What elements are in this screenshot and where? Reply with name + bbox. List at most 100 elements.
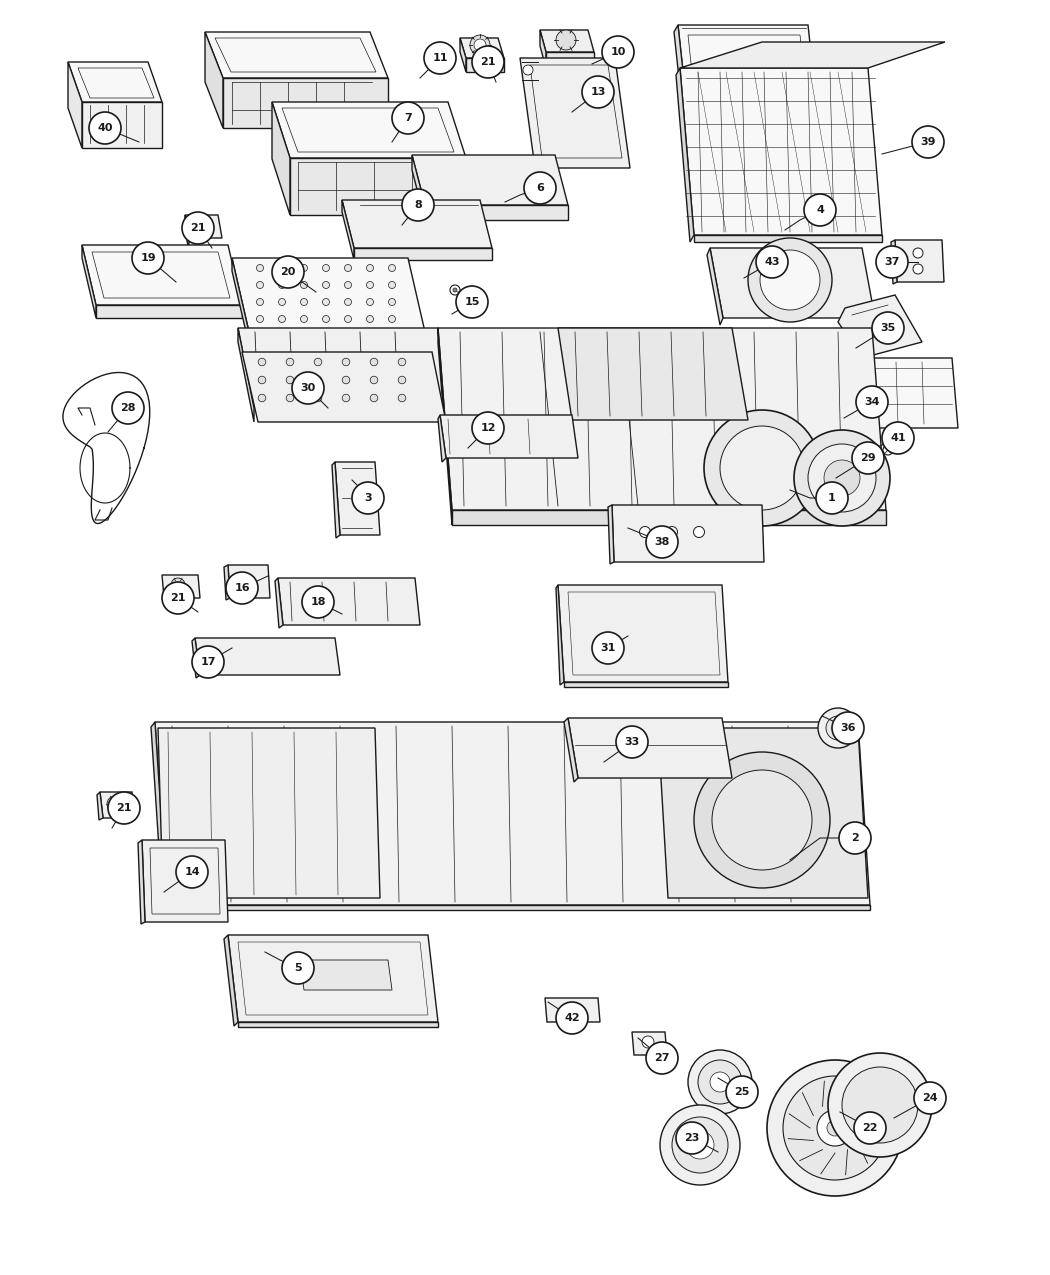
Circle shape — [256, 298, 264, 306]
Circle shape — [794, 430, 890, 527]
Polygon shape — [342, 200, 354, 260]
Polygon shape — [354, 249, 492, 260]
Text: 7: 7 — [404, 113, 412, 122]
Circle shape — [882, 422, 914, 454]
Circle shape — [832, 711, 864, 745]
Text: 43: 43 — [764, 258, 780, 266]
Circle shape — [766, 1060, 903, 1196]
Polygon shape — [232, 258, 249, 346]
Text: 41: 41 — [890, 434, 906, 442]
Polygon shape — [460, 38, 466, 71]
Circle shape — [344, 282, 352, 288]
Polygon shape — [249, 332, 425, 346]
Text: 5: 5 — [294, 963, 301, 973]
Text: 19: 19 — [141, 252, 155, 263]
Circle shape — [162, 581, 194, 615]
Circle shape — [833, 723, 843, 733]
Circle shape — [132, 242, 164, 274]
Polygon shape — [185, 215, 222, 238]
Circle shape — [392, 102, 424, 134]
Circle shape — [182, 212, 214, 244]
Circle shape — [402, 189, 434, 221]
Polygon shape — [707, 249, 723, 325]
Polygon shape — [556, 585, 564, 685]
Text: 25: 25 — [734, 1088, 750, 1096]
Text: 14: 14 — [184, 867, 200, 877]
Text: 13: 13 — [590, 87, 606, 97]
Circle shape — [278, 315, 286, 323]
Text: 21: 21 — [117, 803, 131, 813]
Circle shape — [602, 36, 634, 68]
Circle shape — [366, 315, 374, 323]
Circle shape — [616, 725, 648, 759]
Polygon shape — [232, 258, 425, 332]
Circle shape — [278, 282, 286, 288]
Polygon shape — [242, 352, 446, 422]
Circle shape — [314, 358, 321, 366]
Polygon shape — [658, 728, 868, 898]
Circle shape — [287, 394, 294, 402]
Polygon shape — [195, 638, 340, 674]
Circle shape — [314, 394, 321, 402]
Polygon shape — [540, 31, 594, 52]
Polygon shape — [808, 358, 958, 428]
Circle shape — [398, 376, 405, 384]
Text: 17: 17 — [201, 657, 215, 667]
Polygon shape — [167, 905, 870, 910]
Polygon shape — [680, 42, 945, 68]
Polygon shape — [223, 78, 388, 128]
Circle shape — [258, 394, 266, 402]
Polygon shape — [558, 585, 728, 682]
Polygon shape — [564, 682, 728, 687]
Text: 21: 21 — [480, 57, 496, 68]
Polygon shape — [158, 728, 380, 898]
Text: 37: 37 — [884, 258, 900, 266]
Circle shape — [366, 282, 374, 288]
Circle shape — [366, 298, 374, 306]
Polygon shape — [192, 638, 200, 678]
Circle shape — [523, 65, 533, 75]
Text: 31: 31 — [601, 643, 615, 653]
Polygon shape — [82, 245, 96, 317]
Circle shape — [398, 394, 405, 402]
Circle shape — [756, 246, 788, 278]
Polygon shape — [151, 722, 167, 910]
Circle shape — [388, 298, 396, 306]
Circle shape — [872, 312, 904, 344]
Circle shape — [176, 856, 208, 887]
Text: 33: 33 — [625, 737, 639, 747]
Polygon shape — [290, 158, 466, 215]
Text: 6: 6 — [537, 184, 544, 193]
Polygon shape — [466, 57, 504, 71]
Circle shape — [704, 411, 820, 527]
Text: 10: 10 — [610, 47, 626, 57]
Polygon shape — [895, 240, 944, 282]
Circle shape — [646, 527, 678, 558]
Circle shape — [344, 315, 352, 323]
Circle shape — [171, 578, 185, 592]
Polygon shape — [238, 1023, 438, 1026]
Text: 12: 12 — [480, 423, 496, 434]
Polygon shape — [138, 840, 145, 924]
Circle shape — [300, 264, 308, 272]
Circle shape — [89, 112, 121, 144]
Text: 39: 39 — [920, 136, 936, 147]
Polygon shape — [440, 414, 578, 458]
Circle shape — [710, 1072, 730, 1091]
Circle shape — [824, 460, 860, 496]
Polygon shape — [546, 52, 594, 68]
Polygon shape — [185, 215, 189, 252]
Circle shape — [398, 358, 405, 366]
Circle shape — [592, 632, 624, 664]
Text: 23: 23 — [685, 1133, 699, 1142]
Polygon shape — [412, 156, 568, 205]
Polygon shape — [342, 200, 492, 249]
Circle shape — [352, 482, 384, 514]
Polygon shape — [100, 792, 135, 819]
Circle shape — [854, 1112, 886, 1144]
Circle shape — [226, 572, 258, 604]
Text: 21: 21 — [190, 223, 206, 233]
Polygon shape — [460, 38, 504, 57]
Circle shape — [672, 1117, 728, 1173]
Polygon shape — [224, 935, 238, 1026]
